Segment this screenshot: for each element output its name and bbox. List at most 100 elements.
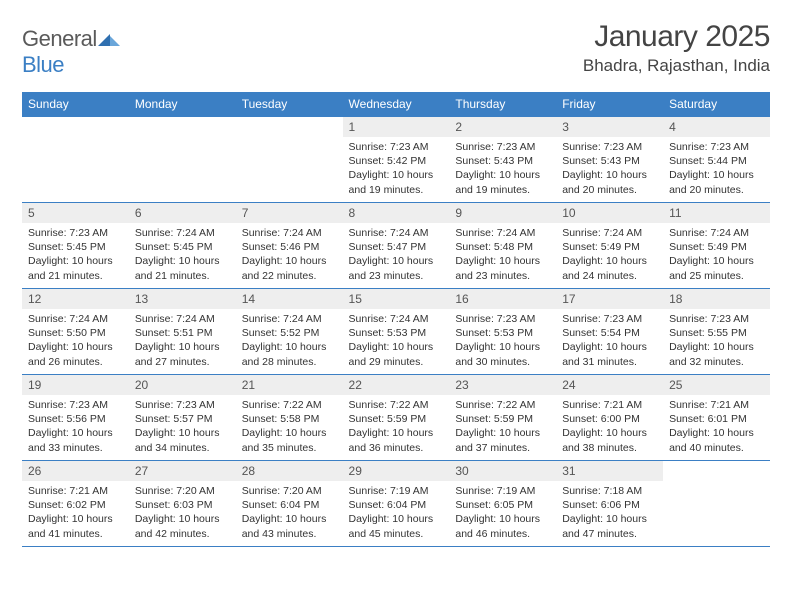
day-details: Sunrise: 7:23 AMSunset: 5:57 PMDaylight:… [129,395,236,459]
day-details: Sunrise: 7:21 AMSunset: 6:02 PMDaylight:… [22,481,129,545]
day-number: 5 [22,203,129,223]
calendar-day-cell [22,117,129,203]
day-details: Sunrise: 7:23 AMSunset: 5:53 PMDaylight:… [449,309,556,373]
day-number [22,117,129,137]
calendar-day-cell [129,117,236,203]
day-details: Sunrise: 7:24 AMSunset: 5:46 PMDaylight:… [236,223,343,287]
day-details: Sunrise: 7:24 AMSunset: 5:45 PMDaylight:… [129,223,236,287]
calendar-day-cell: 29Sunrise: 7:19 AMSunset: 6:04 PMDayligh… [343,461,450,547]
calendar-day-cell: 6Sunrise: 7:24 AMSunset: 5:45 PMDaylight… [129,203,236,289]
calendar-day-cell [663,461,770,547]
day-details: Sunrise: 7:21 AMSunset: 6:01 PMDaylight:… [663,395,770,459]
page-title: January 2025 [583,20,770,54]
calendar-day-cell: 28Sunrise: 7:20 AMSunset: 6:04 PMDayligh… [236,461,343,547]
day-number: 9 [449,203,556,223]
day-number: 13 [129,289,236,309]
calendar-day-cell: 18Sunrise: 7:23 AMSunset: 5:55 PMDayligh… [663,289,770,375]
day-number: 8 [343,203,450,223]
day-number: 2 [449,117,556,137]
calendar-week-row: 26Sunrise: 7:21 AMSunset: 6:02 PMDayligh… [22,461,770,547]
day-number: 25 [663,375,770,395]
day-number: 11 [663,203,770,223]
calendar-day-cell: 22Sunrise: 7:22 AMSunset: 5:59 PMDayligh… [343,375,450,461]
calendar-day-cell: 27Sunrise: 7:20 AMSunset: 6:03 PMDayligh… [129,461,236,547]
calendar-day-cell: 26Sunrise: 7:21 AMSunset: 6:02 PMDayligh… [22,461,129,547]
day-number [129,117,236,137]
calendar-day-cell: 30Sunrise: 7:19 AMSunset: 6:05 PMDayligh… [449,461,556,547]
weekday-header: Thursday [449,92,556,117]
day-details: Sunrise: 7:20 AMSunset: 6:03 PMDaylight:… [129,481,236,545]
day-details: Sunrise: 7:23 AMSunset: 5:55 PMDaylight:… [663,309,770,373]
calendar-day-cell: 21Sunrise: 7:22 AMSunset: 5:58 PMDayligh… [236,375,343,461]
brand-triangle-icon [98,26,120,52]
day-details: Sunrise: 7:23 AMSunset: 5:45 PMDaylight:… [22,223,129,287]
day-details: Sunrise: 7:23 AMSunset: 5:43 PMDaylight:… [449,137,556,201]
calendar-day-cell: 11Sunrise: 7:24 AMSunset: 5:49 PMDayligh… [663,203,770,289]
day-number: 22 [343,375,450,395]
calendar-day-cell: 20Sunrise: 7:23 AMSunset: 5:57 PMDayligh… [129,375,236,461]
calendar-day-cell: 2Sunrise: 7:23 AMSunset: 5:43 PMDaylight… [449,117,556,203]
day-number: 1 [343,117,450,137]
day-details: Sunrise: 7:24 AMSunset: 5:47 PMDaylight:… [343,223,450,287]
day-number: 28 [236,461,343,481]
day-number: 15 [343,289,450,309]
calendar-week-row: 5Sunrise: 7:23 AMSunset: 5:45 PMDaylight… [22,203,770,289]
day-number: 4 [663,117,770,137]
day-number: 10 [556,203,663,223]
day-number: 18 [663,289,770,309]
weekday-header: Friday [556,92,663,117]
day-number: 31 [556,461,663,481]
day-details: Sunrise: 7:24 AMSunset: 5:53 PMDaylight:… [343,309,450,373]
day-number: 19 [22,375,129,395]
day-number: 20 [129,375,236,395]
day-details: Sunrise: 7:22 AMSunset: 5:59 PMDaylight:… [343,395,450,459]
calendar-week-row: 1Sunrise: 7:23 AMSunset: 5:42 PMDaylight… [22,117,770,203]
weekday-header: Tuesday [236,92,343,117]
day-number: 3 [556,117,663,137]
day-number: 21 [236,375,343,395]
day-number: 26 [22,461,129,481]
title-block: January 2025 Bhadra, Rajasthan, India [583,20,770,76]
day-details: Sunrise: 7:22 AMSunset: 5:58 PMDaylight:… [236,395,343,459]
header: GeneralBlue January 2025 Bhadra, Rajasth… [22,20,770,78]
day-number: 14 [236,289,343,309]
day-details: Sunrise: 7:24 AMSunset: 5:48 PMDaylight:… [449,223,556,287]
calendar-day-cell: 10Sunrise: 7:24 AMSunset: 5:49 PMDayligh… [556,203,663,289]
calendar-day-cell: 17Sunrise: 7:23 AMSunset: 5:54 PMDayligh… [556,289,663,375]
calendar-day-cell: 3Sunrise: 7:23 AMSunset: 5:43 PMDaylight… [556,117,663,203]
day-number: 23 [449,375,556,395]
weekday-header: Sunday [22,92,129,117]
calendar-day-cell: 8Sunrise: 7:24 AMSunset: 5:47 PMDaylight… [343,203,450,289]
day-details: Sunrise: 7:22 AMSunset: 5:59 PMDaylight:… [449,395,556,459]
calendar-day-cell: 25Sunrise: 7:21 AMSunset: 6:01 PMDayligh… [663,375,770,461]
calendar-day-cell: 31Sunrise: 7:18 AMSunset: 6:06 PMDayligh… [556,461,663,547]
day-details: Sunrise: 7:24 AMSunset: 5:50 PMDaylight:… [22,309,129,373]
calendar-day-cell: 7Sunrise: 7:24 AMSunset: 5:46 PMDaylight… [236,203,343,289]
day-details: Sunrise: 7:23 AMSunset: 5:43 PMDaylight:… [556,137,663,201]
calendar-table: Sunday Monday Tuesday Wednesday Thursday… [22,92,770,547]
calendar-day-cell: 16Sunrise: 7:23 AMSunset: 5:53 PMDayligh… [449,289,556,375]
day-number: 12 [22,289,129,309]
day-details: Sunrise: 7:24 AMSunset: 5:51 PMDaylight:… [129,309,236,373]
day-number [236,117,343,137]
brand-part2: Blue [22,52,64,77]
day-number: 24 [556,375,663,395]
brand-logo: GeneralBlue [22,20,120,78]
calendar-day-cell: 24Sunrise: 7:21 AMSunset: 6:00 PMDayligh… [556,375,663,461]
day-details: Sunrise: 7:20 AMSunset: 6:04 PMDaylight:… [236,481,343,545]
calendar-body: 1Sunrise: 7:23 AMSunset: 5:42 PMDaylight… [22,117,770,547]
calendar-day-cell: 19Sunrise: 7:23 AMSunset: 5:56 PMDayligh… [22,375,129,461]
weekday-header: Monday [129,92,236,117]
day-details: Sunrise: 7:23 AMSunset: 5:42 PMDaylight:… [343,137,450,201]
brand-text: GeneralBlue [22,26,120,78]
day-details: Sunrise: 7:24 AMSunset: 5:49 PMDaylight:… [663,223,770,287]
day-details: Sunrise: 7:23 AMSunset: 5:56 PMDaylight:… [22,395,129,459]
day-details: Sunrise: 7:19 AMSunset: 6:05 PMDaylight:… [449,481,556,545]
day-details: Sunrise: 7:21 AMSunset: 6:00 PMDaylight:… [556,395,663,459]
calendar-day-cell: 23Sunrise: 7:22 AMSunset: 5:59 PMDayligh… [449,375,556,461]
calendar-day-cell: 4Sunrise: 7:23 AMSunset: 5:44 PMDaylight… [663,117,770,203]
calendar-day-cell: 15Sunrise: 7:24 AMSunset: 5:53 PMDayligh… [343,289,450,375]
calendar-week-row: 19Sunrise: 7:23 AMSunset: 5:56 PMDayligh… [22,375,770,461]
calendar-page: GeneralBlue January 2025 Bhadra, Rajasth… [0,0,792,567]
day-details: Sunrise: 7:18 AMSunset: 6:06 PMDaylight:… [556,481,663,545]
